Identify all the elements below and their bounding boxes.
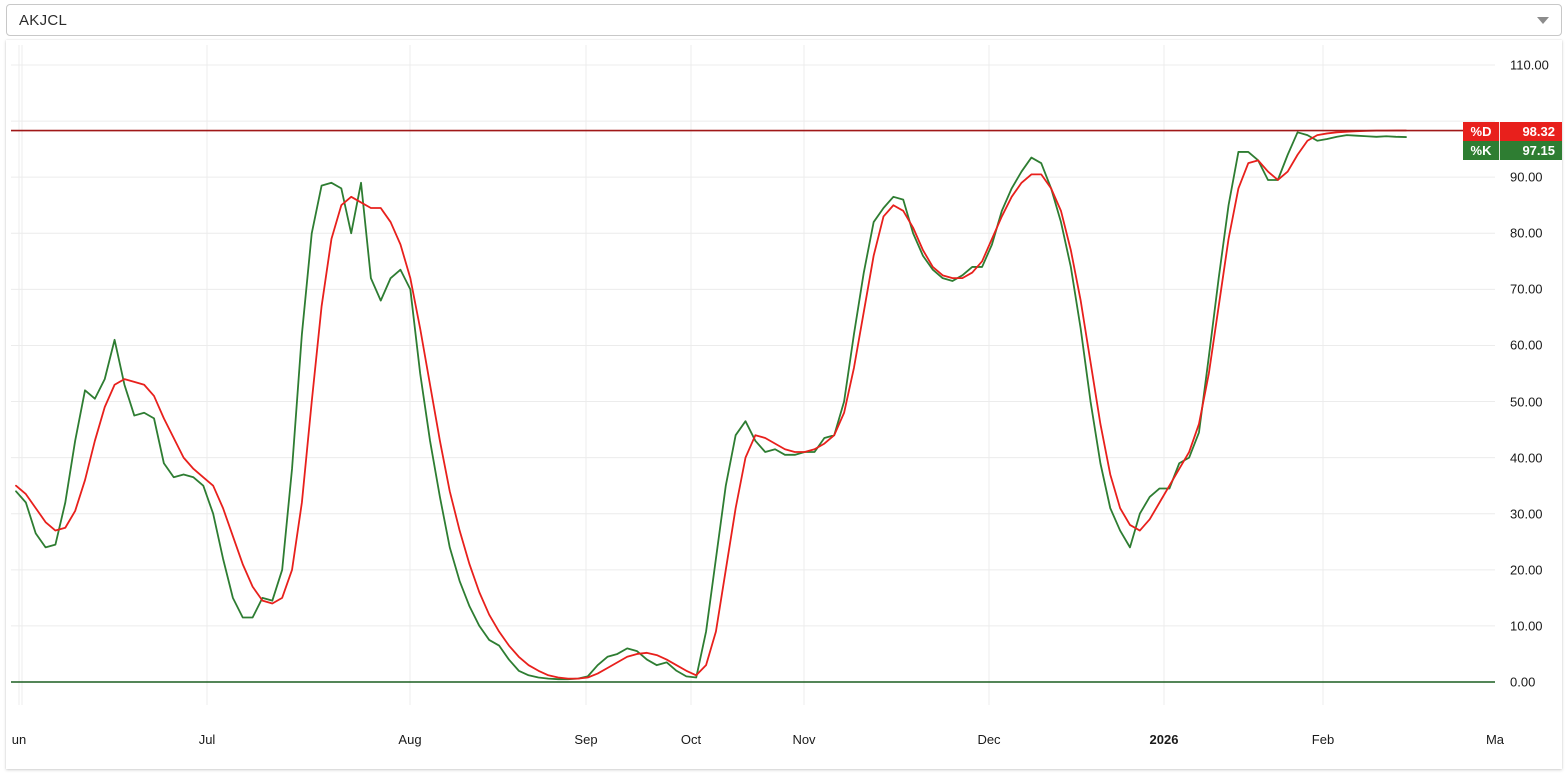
- chevron-down-icon[interactable]: [1537, 16, 1549, 24]
- x-axis-tick-label: un: [11, 732, 27, 747]
- badge-percent-d-key: %D: [1470, 123, 1492, 139]
- badge-divider: [1499, 140, 1500, 160]
- y-axis-tick-label: 0.00: [1510, 674, 1536, 690]
- badge-percent-k-value: 97.15: [1522, 142, 1555, 158]
- x-axis-tick-label: Nov: [792, 732, 816, 747]
- badge-percent-k-key: %K: [1470, 142, 1492, 158]
- badge-percent-k[interactable]: %K 97.15: [1463, 140, 1562, 160]
- y-axis-tick-label: 110.00: [1510, 57, 1549, 73]
- x-axis-tick-label: Aug: [398, 732, 422, 747]
- y-axis-tick-label: 90.00: [1510, 169, 1543, 185]
- y-axis-tick-label: 40.00: [1510, 450, 1543, 466]
- x-axis: un Jul Aug Sep Oct Nov Dec 2026 Feb Ma: [11, 726, 1504, 766]
- y-axis-tick-label: 50.00: [1510, 394, 1543, 410]
- x-axis-tick-label: Oct: [680, 732, 702, 747]
- badge-percent-d[interactable]: %D 98.32: [1463, 121, 1562, 141]
- x-axis-tick-label: Sep: [574, 732, 598, 747]
- y-axis-tick-label: 80.00: [1510, 225, 1543, 241]
- x-axis-tick-label: Jul: [198, 732, 216, 747]
- y-axis: 0.00 10.00 20.00 30.00 40.00 50.00 60.00 70.00 8…: [1496, 40, 1568, 730]
- y-axis-tick-label: 60.00: [1510, 337, 1543, 353]
- y-axis-tick-label: 70.00: [1510, 281, 1543, 297]
- symbol-value: AKJCL: [19, 11, 68, 29]
- chart-panel: 0.00 10.00 20.00 30.00 40.00 50.00 60.00 70.00 8…: [6, 40, 1562, 769]
- y-axis-tick-label: 30.00: [1510, 506, 1543, 522]
- x-axis-tick-label: Feb: [1311, 732, 1335, 747]
- symbol-selector[interactable]: AKJCL: [6, 4, 1562, 36]
- y-axis-tick-label: 10.00: [1510, 618, 1543, 634]
- y-axis-tick-label: 20.00: [1510, 562, 1543, 578]
- badge-percent-d-value: 98.32: [1522, 123, 1555, 139]
- x-axis-tick-label: 2026: [1149, 732, 1179, 747]
- badge-divider: [1499, 121, 1500, 141]
- x-axis-tick-label: Dec: [977, 732, 1001, 747]
- chart-canvas: [11, 45, 1495, 705]
- x-axis-tick-label: Ma: [1485, 732, 1505, 747]
- plot-area[interactable]: [11, 45, 1495, 725]
